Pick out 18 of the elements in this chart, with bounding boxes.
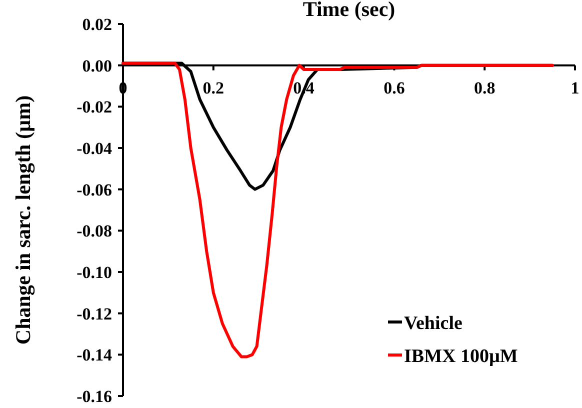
- y-tick-label: -0.06: [76, 180, 112, 200]
- x-tick-label: 0.6: [384, 78, 405, 98]
- y-tick-label: -0.04: [76, 139, 112, 158]
- y-tick-label: -0.14: [76, 346, 112, 365]
- y-tick-label: -0.02: [76, 98, 112, 117]
- legend-label: Vehicle: [404, 313, 462, 334]
- y-tick-label: -0.12: [76, 304, 112, 324]
- x-tick-label: 1: [570, 78, 580, 98]
- y-tick-label: 0.00: [82, 56, 112, 76]
- y-tick-label: -0.10: [76, 263, 112, 282]
- x-tick-label: 0.2: [202, 78, 224, 98]
- x-tick-label: 0.8: [474, 78, 496, 98]
- y-tick-label: 0.02: [82, 15, 112, 34]
- y-axis-title: Change in sarc. length (µm): [11, 95, 35, 345]
- y-tick-label: -0.08: [76, 222, 112, 241]
- y-tick-label: -0.16: [76, 387, 112, 406]
- x-axis-title: Time (sec): [302, 0, 396, 21]
- legend-label: IBMX 100µM: [404, 346, 518, 367]
